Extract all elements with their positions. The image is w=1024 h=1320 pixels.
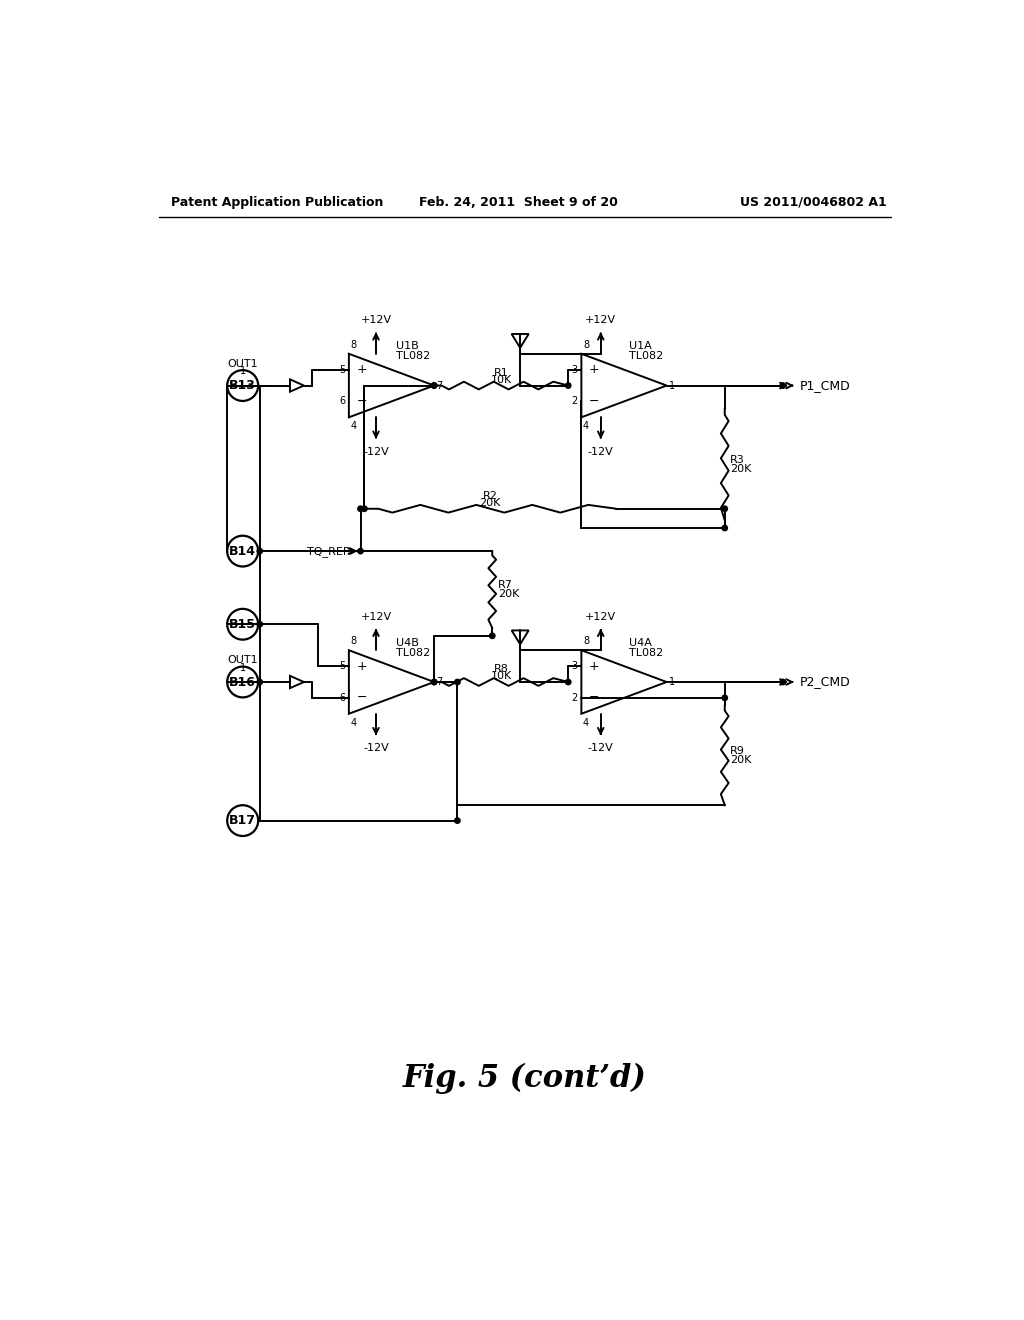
Text: B14: B14 bbox=[229, 545, 256, 557]
Text: 6: 6 bbox=[339, 396, 345, 407]
Circle shape bbox=[780, 383, 785, 388]
Text: −: − bbox=[589, 692, 600, 705]
Text: B16: B16 bbox=[229, 676, 256, 689]
Circle shape bbox=[257, 680, 262, 685]
Circle shape bbox=[357, 506, 364, 511]
Text: +: + bbox=[589, 363, 600, 376]
Text: 1: 1 bbox=[240, 663, 246, 673]
Text: R1: R1 bbox=[494, 368, 509, 378]
Text: 7: 7 bbox=[436, 677, 442, 686]
Text: +12V: +12V bbox=[360, 315, 391, 325]
Circle shape bbox=[357, 548, 364, 554]
Text: 4: 4 bbox=[583, 421, 589, 432]
Text: +: + bbox=[356, 660, 368, 673]
Text: B13: B13 bbox=[229, 379, 256, 392]
Text: TL082: TL082 bbox=[629, 648, 663, 657]
Text: 3: 3 bbox=[571, 364, 578, 375]
Circle shape bbox=[455, 818, 460, 824]
Text: P1_CMD: P1_CMD bbox=[800, 379, 851, 392]
Text: 8: 8 bbox=[583, 341, 589, 350]
Circle shape bbox=[722, 696, 727, 701]
Text: −: − bbox=[356, 395, 368, 408]
Text: 20K: 20K bbox=[498, 589, 519, 599]
Text: U4B: U4B bbox=[396, 638, 419, 648]
Circle shape bbox=[565, 383, 571, 388]
Text: −: − bbox=[589, 395, 600, 408]
Circle shape bbox=[431, 383, 437, 388]
Text: R3: R3 bbox=[730, 455, 744, 465]
Text: +: + bbox=[356, 363, 368, 376]
Text: -12V: -12V bbox=[364, 446, 389, 457]
Circle shape bbox=[257, 548, 262, 554]
Text: OUT1: OUT1 bbox=[227, 655, 258, 665]
Circle shape bbox=[780, 680, 785, 685]
Text: Feb. 24, 2011  Sheet 9 of 20: Feb. 24, 2011 Sheet 9 of 20 bbox=[419, 195, 617, 209]
Text: R2: R2 bbox=[483, 491, 498, 502]
Text: -12V: -12V bbox=[588, 446, 613, 457]
Text: B17: B17 bbox=[229, 814, 256, 828]
Text: 2: 2 bbox=[571, 693, 578, 702]
Text: R9: R9 bbox=[730, 746, 745, 755]
Text: 20K: 20K bbox=[730, 465, 752, 474]
Circle shape bbox=[722, 525, 727, 531]
Text: 20K: 20K bbox=[479, 498, 501, 508]
Text: 1: 1 bbox=[669, 677, 675, 686]
Text: R7: R7 bbox=[498, 579, 513, 590]
Text: 20K: 20K bbox=[730, 755, 752, 764]
Circle shape bbox=[361, 506, 367, 511]
Text: U4A: U4A bbox=[629, 638, 651, 648]
Circle shape bbox=[257, 622, 262, 627]
Text: 3: 3 bbox=[571, 661, 578, 671]
Circle shape bbox=[565, 680, 571, 685]
Text: 1: 1 bbox=[669, 380, 675, 391]
Text: R8: R8 bbox=[494, 664, 509, 675]
Text: 4: 4 bbox=[350, 718, 356, 727]
Text: +12V: +12V bbox=[585, 315, 616, 325]
Text: 1: 1 bbox=[240, 367, 246, 376]
Text: −: − bbox=[356, 692, 368, 705]
Text: 10K: 10K bbox=[490, 672, 512, 681]
Text: P2_CMD: P2_CMD bbox=[800, 676, 851, 689]
Text: 5: 5 bbox=[339, 364, 345, 375]
Text: TQ_REF: TQ_REF bbox=[307, 545, 349, 557]
Text: 8: 8 bbox=[350, 636, 356, 647]
Text: B15: B15 bbox=[229, 618, 256, 631]
Text: 4: 4 bbox=[583, 718, 589, 727]
Text: U1B: U1B bbox=[396, 342, 419, 351]
Text: US 2011/0046802 A1: US 2011/0046802 A1 bbox=[740, 195, 887, 209]
Text: +: + bbox=[589, 660, 600, 673]
Text: +12V: +12V bbox=[585, 611, 616, 622]
Text: 2: 2 bbox=[571, 396, 578, 407]
Text: OUT1: OUT1 bbox=[227, 359, 258, 368]
Text: 8: 8 bbox=[350, 341, 356, 350]
Text: 7: 7 bbox=[436, 380, 442, 391]
Circle shape bbox=[431, 680, 437, 685]
Text: TL082: TL082 bbox=[396, 351, 430, 362]
Text: -12V: -12V bbox=[588, 743, 613, 752]
Text: -12V: -12V bbox=[364, 743, 389, 752]
Text: TL082: TL082 bbox=[396, 648, 430, 657]
Circle shape bbox=[722, 506, 727, 511]
Text: Patent Application Publication: Patent Application Publication bbox=[171, 195, 383, 209]
Text: 4: 4 bbox=[350, 421, 356, 432]
Text: +12V: +12V bbox=[360, 611, 391, 622]
Text: 10K: 10K bbox=[490, 375, 512, 385]
Text: 5: 5 bbox=[339, 661, 345, 671]
Text: TL082: TL082 bbox=[629, 351, 663, 362]
Circle shape bbox=[431, 680, 437, 685]
Text: 6: 6 bbox=[339, 693, 345, 702]
Text: 8: 8 bbox=[583, 636, 589, 647]
Text: U1A: U1A bbox=[629, 342, 651, 351]
Circle shape bbox=[489, 634, 495, 639]
Text: Fig. 5 (cont’d): Fig. 5 (cont’d) bbox=[402, 1063, 647, 1094]
Circle shape bbox=[455, 680, 460, 685]
Circle shape bbox=[431, 383, 437, 388]
